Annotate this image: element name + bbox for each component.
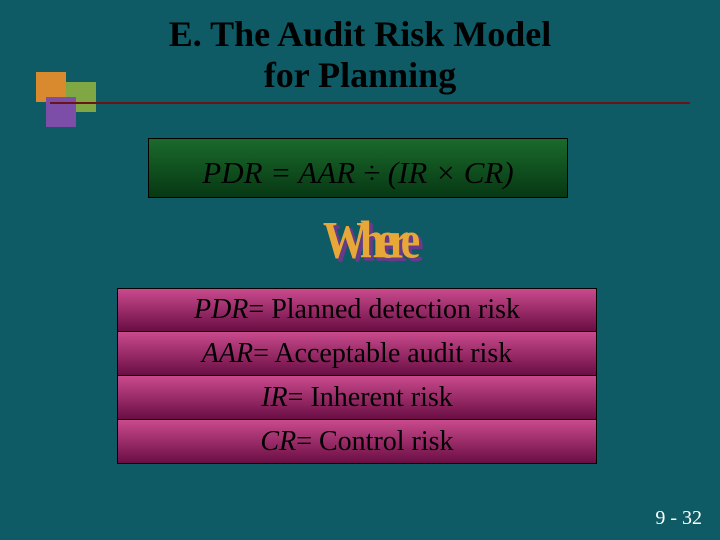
definitions-block: PDR = Planned detection risk AAR = Accep… bbox=[117, 288, 597, 464]
formula-text: PDR = AAR ÷ (IR × CR) bbox=[202, 155, 513, 191]
definition-row-cr: CR = Control risk bbox=[117, 420, 597, 464]
title-line-1: E. The Audit Risk Model bbox=[169, 14, 551, 54]
pdr-text: = Planned detection risk bbox=[248, 294, 520, 326]
cr-term: CR bbox=[260, 426, 296, 458]
definition-row-pdr: PDR = Planned detection risk bbox=[117, 288, 597, 332]
aar-term: AAR bbox=[202, 338, 253, 370]
where-text: Where bbox=[323, 210, 413, 271]
cr-text: = Control risk bbox=[296, 426, 453, 458]
title-underline bbox=[50, 102, 690, 104]
ir-term: IR bbox=[261, 382, 287, 414]
where-label: Where bbox=[288, 213, 448, 268]
slide-title: E. The Audit Risk Model for Planning bbox=[0, 14, 720, 97]
title-line-2: for Planning bbox=[264, 55, 456, 95]
definition-row-ir: IR = Inherent risk bbox=[117, 376, 597, 420]
aar-text: = Acceptable audit risk bbox=[253, 338, 512, 370]
pdr-term: PDR bbox=[194, 294, 248, 326]
slide-number: 9 - 32 bbox=[655, 507, 702, 530]
definition-row-aar: AAR = Acceptable audit risk bbox=[117, 332, 597, 376]
ir-text: = Inherent risk bbox=[288, 382, 453, 414]
formula-box: PDR = AAR ÷ (IR × CR) bbox=[148, 138, 568, 198]
title-area: E. The Audit Risk Model for Planning bbox=[0, 0, 720, 97]
